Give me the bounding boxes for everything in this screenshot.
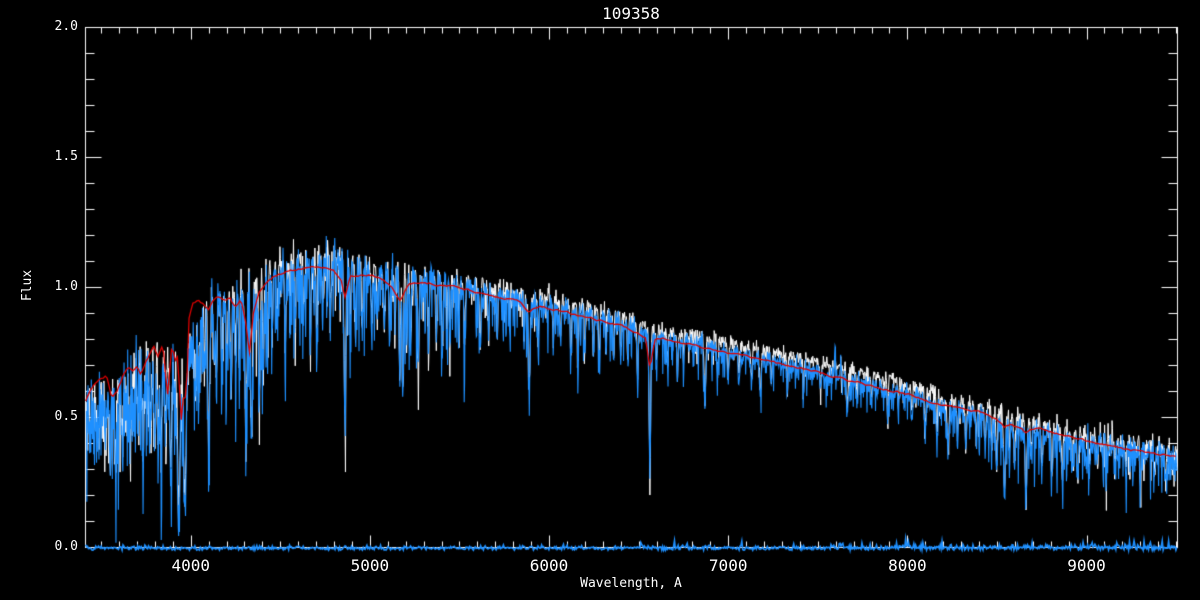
x-tick-label: 6000 (529, 556, 569, 575)
x-tick-label: 5000 (350, 556, 390, 575)
x-tick-label: 4000 (171, 556, 210, 575)
x-axis-label: Wavelength, A (580, 576, 682, 591)
y-tick-label: 2.0 (54, 19, 78, 34)
y-tick-label: 1.0 (54, 279, 78, 294)
y-tick-label: 1.5 (54, 149, 78, 164)
x-tick-label: 8000 (888, 556, 927, 575)
plot-title: 109358 (602, 4, 660, 23)
x-tick-label: 9000 (1067, 556, 1106, 575)
x-tick-label: 7000 (708, 556, 748, 575)
y-tick-label: 0.0 (54, 539, 78, 554)
y-tick-label: 0.5 (54, 409, 78, 424)
